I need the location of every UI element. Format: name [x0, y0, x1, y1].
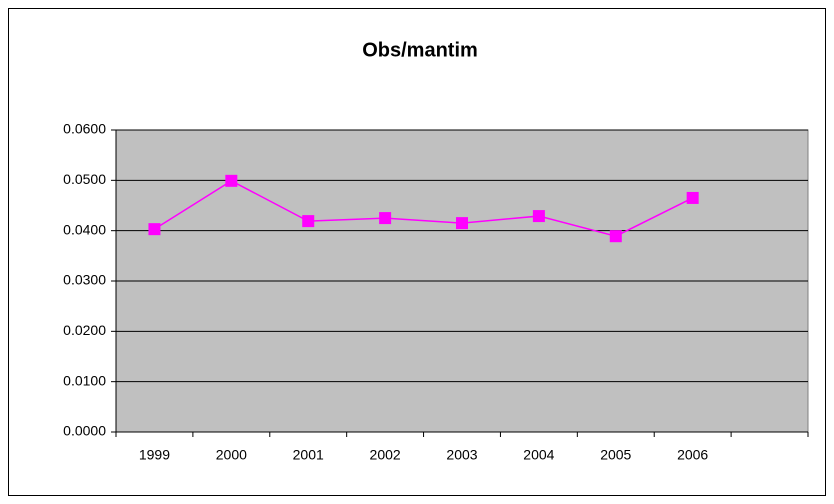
data-point — [148, 223, 161, 236]
data-point — [456, 217, 468, 230]
x-tick-label: 2003 — [446, 447, 477, 463]
y-tick-label: 0.0500 — [63, 171, 106, 187]
y-tick-label: 0.0200 — [63, 322, 106, 338]
y-tick-label: 0.0400 — [63, 221, 106, 237]
x-tick-label: 1999 — [139, 447, 170, 463]
x-tick-label: 2001 — [293, 447, 324, 463]
x-tick-label: 2002 — [370, 447, 401, 463]
x-tick-label: 2005 — [600, 447, 631, 463]
data-point — [302, 215, 315, 228]
series-line — [154, 179, 694, 238]
y-tick-label: 0.0600 — [63, 121, 106, 137]
chart-title: Obs/mantim — [362, 39, 478, 61]
x-tick-label: 2004 — [523, 447, 554, 463]
data-point — [225, 174, 238, 187]
data-point — [686, 191, 699, 204]
y-tick-label: 0.0300 — [63, 272, 106, 288]
x-tick-label: 2006 — [677, 447, 708, 463]
data-point — [379, 212, 392, 225]
y-tick-label: 0.0100 — [63, 372, 106, 388]
data-point — [609, 230, 622, 243]
y-tick-label: 0.0000 — [63, 423, 106, 439]
data-point — [532, 210, 545, 223]
x-tick-label: 2000 — [216, 447, 247, 463]
